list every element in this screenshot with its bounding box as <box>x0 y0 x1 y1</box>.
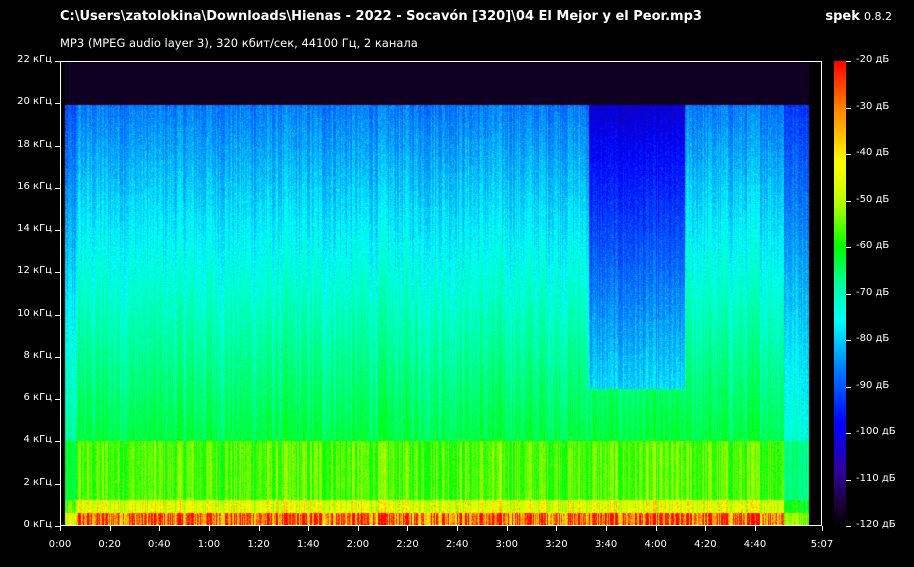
time-tick-label: 4:00 <box>644 539 667 550</box>
time-tick <box>507 526 508 531</box>
color-scale-tick <box>846 387 851 388</box>
color-scale-tick <box>846 480 851 481</box>
spectrogram-plot <box>60 61 822 526</box>
color-scale-bar <box>834 61 846 526</box>
time-tick <box>358 526 359 531</box>
frequency-tick-label: 8 кГц <box>23 349 53 361</box>
app-name: spek 0.8.2 <box>825 9 892 24</box>
time-tick-label: 1:20 <box>247 539 270 550</box>
color-scale-label: -70 дБ <box>856 286 890 298</box>
app-version: 0.8.2 <box>864 10 892 23</box>
file-path-title: C:\Users\zatolokina\Downloads\Hienas - 2… <box>60 9 702 24</box>
time-tick-label: 5:07 <box>810 539 834 550</box>
frequency-tick-label: 14 кГц <box>17 223 52 235</box>
color-scale-label: -50 дБ <box>856 193 890 205</box>
time-tick <box>110 526 111 531</box>
frequency-tick <box>55 103 60 104</box>
frequency-tick <box>55 188 60 189</box>
frequency-tick <box>55 315 60 316</box>
time-tick-label: 4:40 <box>743 539 767 550</box>
frequency-tick <box>55 61 60 62</box>
frequency-tick-label: 6 кГц <box>23 392 53 404</box>
color-scale-label: -120 дБ <box>856 519 896 530</box>
time-tick-label: 0:40 <box>148 539 171 550</box>
frequency-tick-label: 22 кГц <box>17 54 52 65</box>
time-tick <box>705 526 706 531</box>
color-scale-tick <box>846 201 851 202</box>
frequency-tick <box>55 272 60 273</box>
color-scale-tick <box>846 526 851 527</box>
color-scale-tick <box>846 247 851 248</box>
time-tick-label: 0:20 <box>98 539 121 550</box>
spectrogram-canvas <box>61 62 821 525</box>
color-scale-tick <box>846 294 851 295</box>
frequency-tick-label: 10 кГц <box>17 307 52 319</box>
time-tick-label: 2:40 <box>445 539 469 550</box>
frequency-tick-label: 18 кГц <box>17 138 52 150</box>
color-scale-label: -20 дБ <box>856 54 890 65</box>
frequency-tick <box>55 526 60 527</box>
time-tick <box>259 526 260 531</box>
time-tick <box>606 526 607 531</box>
audio-info: MP3 (MPEG audio layer 3), 320 кбит/сек, … <box>60 36 418 50</box>
frequency-tick <box>55 441 60 442</box>
time-tick <box>209 526 210 531</box>
color-scale-label: -90 дБ <box>856 379 890 391</box>
color-scale-label: -40 дБ <box>856 147 890 158</box>
frequency-tick-label: 20 кГц <box>17 96 52 108</box>
color-scale-tick <box>846 340 851 341</box>
frequency-tick <box>55 230 60 231</box>
time-tick-label: 3:40 <box>594 539 618 550</box>
time-tick <box>159 526 160 531</box>
color-scale-tick <box>846 61 851 62</box>
time-tick-label: 2:20 <box>396 539 419 550</box>
frequency-tick-label: 2 кГц <box>23 476 53 488</box>
color-scale-label: -60 дБ <box>856 240 890 251</box>
frequency-tick-label: 12 кГц <box>17 265 52 277</box>
frequency-tick-label: 4 кГц <box>23 434 53 446</box>
time-tick <box>755 526 756 531</box>
frequency-tick-label: 16 кГц <box>17 180 52 192</box>
color-scale-label: -100 дБ <box>856 426 896 437</box>
color-scale-label: -110 дБ <box>856 472 896 484</box>
time-tick-label: 3:00 <box>495 539 518 550</box>
time-tick-label: 2:00 <box>346 539 370 550</box>
frequency-tick <box>55 146 60 147</box>
time-tick <box>407 526 408 531</box>
frequency-tick <box>55 357 60 358</box>
time-tick <box>60 526 61 531</box>
app-name-label: spek <box>825 9 860 24</box>
time-tick <box>308 526 309 531</box>
time-tick <box>556 526 557 531</box>
time-tick-label: 0:00 <box>48 539 72 550</box>
color-scale-tick <box>846 433 851 434</box>
time-tick-label: 1:40 <box>296 539 320 550</box>
time-tick <box>656 526 657 531</box>
time-tick-label: 4:20 <box>694 539 717 550</box>
color-scale-tick <box>846 108 851 109</box>
frequency-tick-label: 0 кГц <box>23 519 53 530</box>
frequency-tick <box>55 484 60 485</box>
frequency-tick <box>55 399 60 400</box>
color-scale-label: -30 дБ <box>856 100 890 112</box>
time-tick-label: 1:00 <box>197 539 221 550</box>
time-tick <box>822 526 823 531</box>
time-tick <box>457 526 458 531</box>
color-scale-tick <box>846 154 851 155</box>
color-scale-label: -80 дБ <box>856 333 890 344</box>
time-tick-label: 3:20 <box>545 539 568 550</box>
